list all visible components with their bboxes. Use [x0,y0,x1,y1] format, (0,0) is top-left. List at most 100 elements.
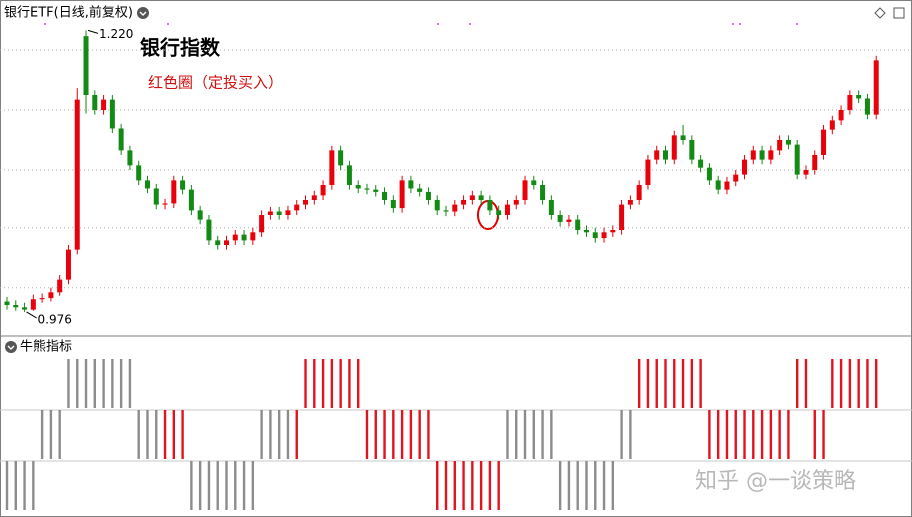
candle-body [566,219,572,222]
signal-bar [190,461,193,510]
candle-body [101,99,107,110]
signal-bar [839,359,843,408]
candle-body [461,200,467,205]
signal-bar [637,359,641,408]
candle-body [74,99,80,250]
candle-body [654,150,660,160]
candle-body [469,195,475,200]
signal-bar [453,461,456,510]
candle-body [540,185,546,200]
candle-body [188,189,194,211]
candle-body [136,165,142,181]
candle-body [83,36,89,95]
signal-bar [462,461,465,510]
signal-bar [576,461,579,510]
signal-bar [708,410,711,459]
signal-bar [760,410,764,459]
signal-bar [111,359,114,408]
indicator-menu-button[interactable] [5,341,17,353]
signal-bar [655,359,658,408]
signal-bar [181,410,184,459]
signal-bar [831,359,834,408]
signal-bar [84,359,88,408]
candle-body [777,140,783,151]
candle-body [531,180,537,185]
signal-bar [234,461,237,510]
candle-body [215,240,221,245]
candle-body [232,234,238,241]
candle-body [627,200,633,205]
signal-bar [866,359,869,408]
signal-bar [207,461,211,510]
candle-body [847,95,853,110]
candle-body [153,188,159,205]
candle-body [22,307,28,310]
chart-title: 银行ETF(日线,前复权) [4,5,133,21]
candle-body [829,120,835,130]
candle-body [276,211,282,215]
candle-body [557,215,563,222]
annotation: 红色圈（定投买入） [148,74,283,92]
candle-body [443,210,449,212]
signal-bar [611,461,615,510]
signal-bar [277,410,281,459]
signal-bar [813,410,816,459]
signal-bar [321,359,325,408]
candle-body [171,180,177,204]
signal-bar [778,410,781,459]
maximize-button[interactable] [893,7,905,19]
low-label: 0.976 [38,312,72,326]
signal-bar [585,461,588,510]
signal-bar [523,410,527,459]
signal-bar [76,359,79,408]
candle-body [706,167,712,181]
signal-bar [383,410,386,459]
candle-body [715,180,721,190]
candle-body [610,230,616,233]
signal-bar [796,359,799,408]
signal-bar [673,359,676,408]
signal-bar [594,461,597,510]
candle-body [478,195,484,200]
candle-body [724,181,730,190]
candle-body [144,180,150,189]
signal-bar [313,359,316,408]
menu-button[interactable] [137,7,149,19]
signal-bar [769,410,773,459]
candle-body [30,299,36,310]
candle-body [241,234,247,241]
candle-body [698,159,704,168]
candle-body [821,129,827,155]
candle-body [785,140,791,145]
signal-bar [602,461,606,510]
candle-body [206,219,212,241]
candle-body [373,189,379,192]
signal-bar [198,461,202,510]
markers [44,23,798,25]
candle-body [680,135,686,140]
diamond-button[interactable] [874,7,886,19]
signal-bar [734,410,737,459]
candle-body [338,150,344,166]
candle-body [346,165,352,185]
candle-body [768,150,774,160]
candle-body [355,185,361,189]
candle-body [601,232,607,239]
indicator-title: 牛熊指标 [20,339,72,355]
signal-bar [32,461,35,510]
signal-bar [436,461,439,510]
candle-body [57,279,63,293]
candle-body [619,204,625,230]
signal-bar [725,410,729,459]
candle-body [48,292,54,299]
signal-bar [646,359,650,408]
candle-body [417,188,423,192]
signal-bar [269,410,272,459]
signal-bar [67,359,70,408]
signal-bar [14,461,17,510]
candle-body [303,200,309,205]
high-pointer [87,29,99,34]
signal-bar [479,461,483,510]
signal-bar [5,461,9,510]
